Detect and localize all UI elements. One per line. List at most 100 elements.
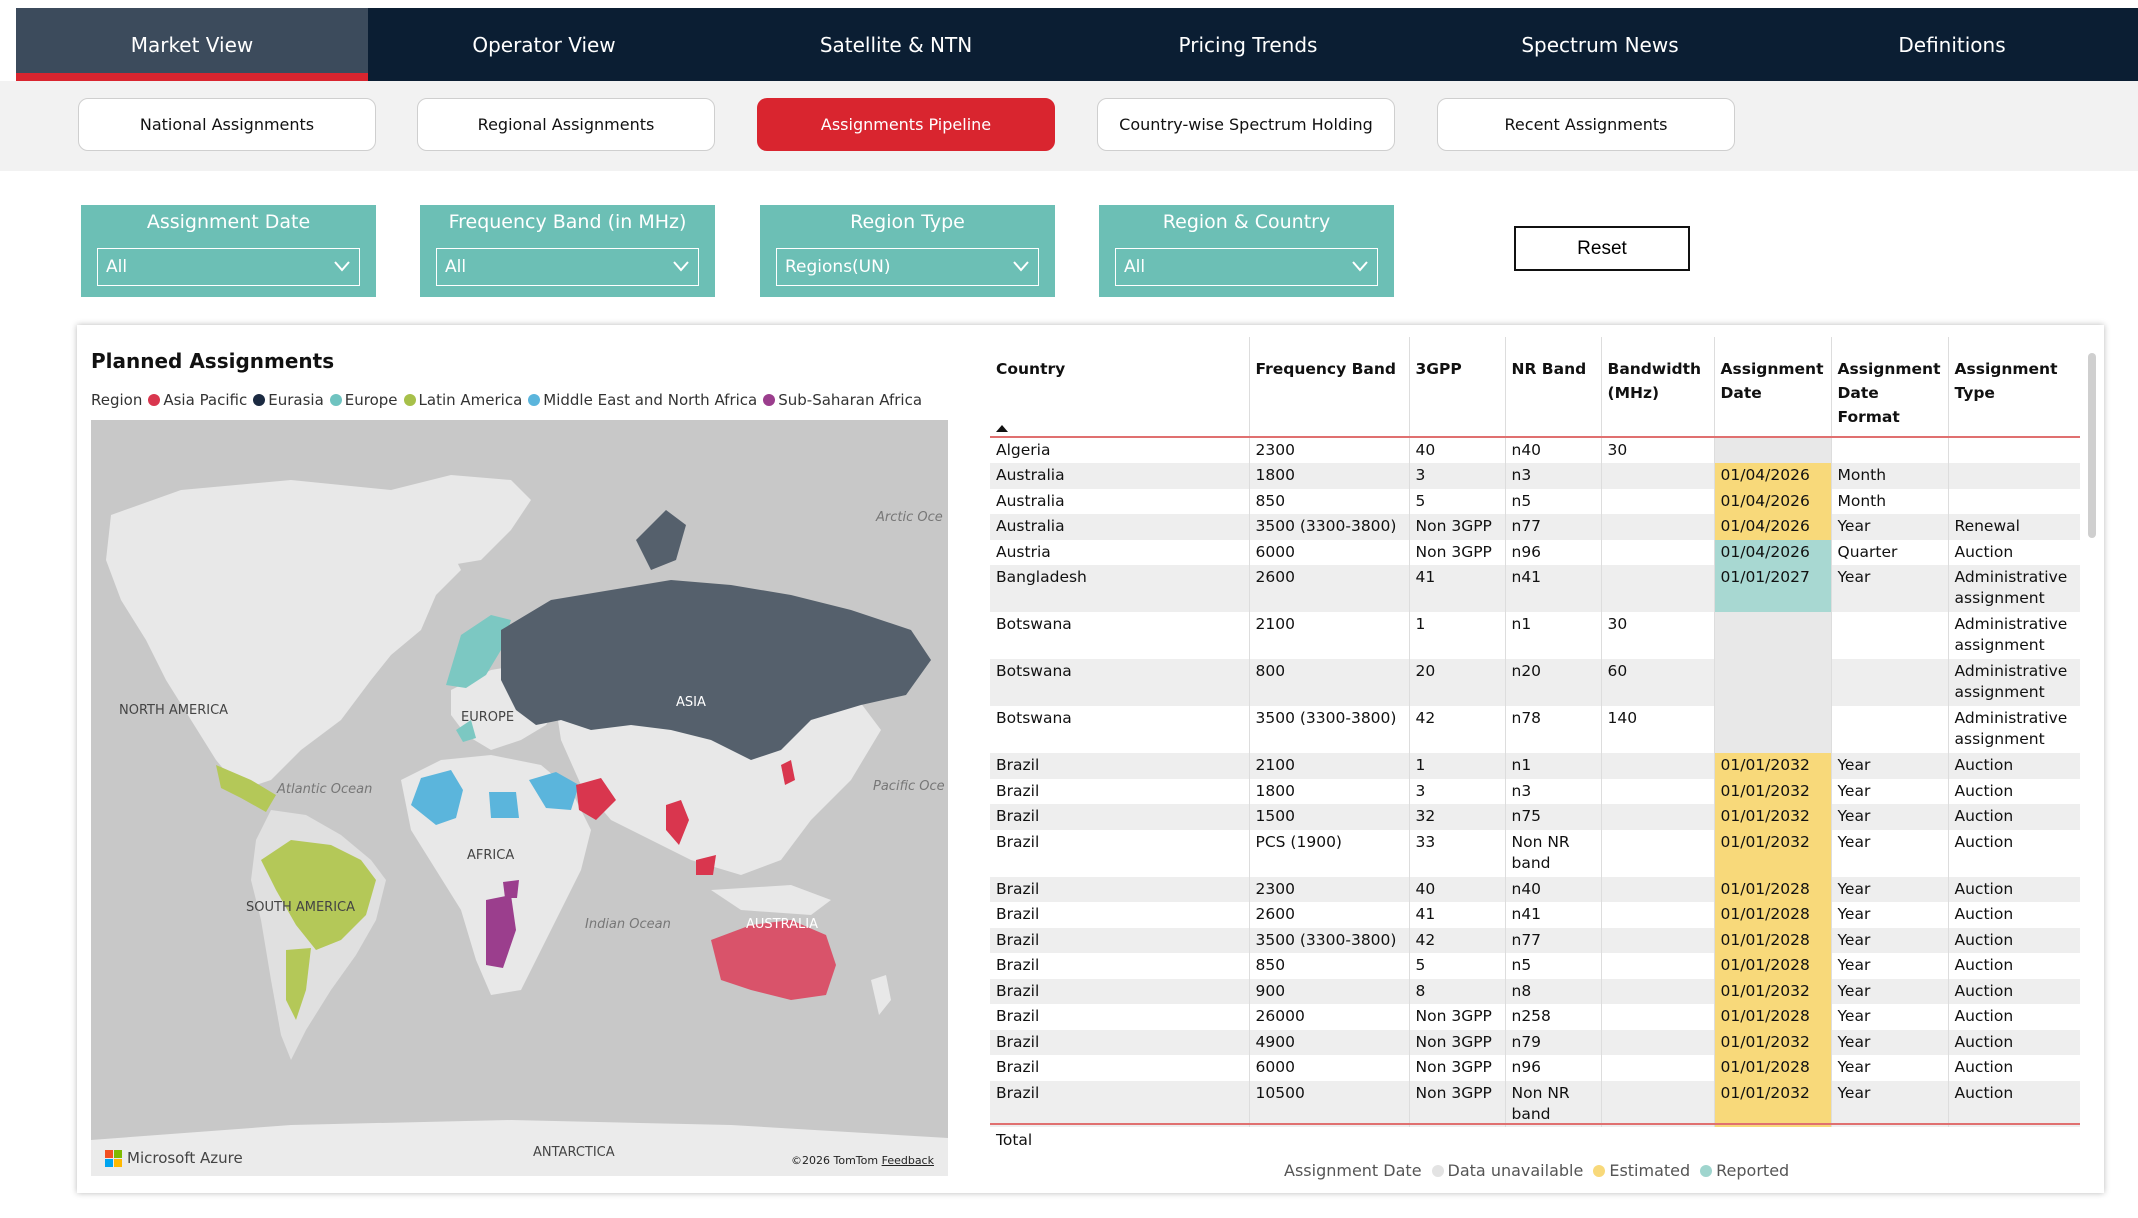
table-total-row: Total — [990, 1123, 2080, 1149]
cell-assignment-date: 01/01/2032 — [1714, 753, 1832, 779]
table-row[interactable]: Brazil 1500 32 n75 01/01/2032 Year Auction — [990, 804, 2080, 830]
legend-item-europe[interactable]: Europe — [329, 391, 398, 409]
column-header-assignment-date[interactable]: Assignment Date — [1714, 337, 1832, 437]
table-row[interactable]: Brazil 4900 Non 3GPP n79 01/01/2032 Year Aucti… — [990, 1029, 2080, 1055]
cell-nr-band: n77 — [1505, 927, 1602, 953]
column-header-bandwidth-mhz[interactable]: Bandwidth (MHz) — [1601, 337, 1715, 437]
table-row[interactable]: Brazil 10500 Non 3GPP Non NR band 01/01/2032… — [990, 1080, 2080, 1127]
cell-bandwidth — [1601, 539, 1715, 565]
subtab-regional-assignments[interactable]: Regional Assignments — [417, 98, 715, 151]
table-row[interactable]: Australia 3500 (3300-3800) Non 3GPP n77 01/0… — [990, 514, 2080, 540]
land-argentina — [286, 948, 311, 1020]
land-sub-saharan-2 — [503, 880, 519, 898]
nav-tab-satellite-ntn[interactable]: Satellite & NTN — [819, 32, 973, 57]
column-header-label: Assignment Type — [1954, 360, 2058, 402]
cell-bandwidth — [1601, 753, 1715, 779]
date-legend-label: Reported — [1716, 1161, 1790, 1180]
filter-dropdown-region-country[interactable]: All — [1115, 248, 1378, 286]
cell-country: Brazil — [990, 778, 1250, 804]
cell-frequency-band: 2300 — [1249, 437, 1410, 463]
subtab-assignments-pipeline[interactable]: Assignments Pipeline — [757, 98, 1055, 151]
legend-dot — [763, 394, 776, 406]
table-row[interactable]: Botswana 2100 1 n1 30 Administrative assignme… — [990, 612, 2080, 659]
world-map[interactable]: NORTH AMERICA SOUTH AMERICA EUROPE AFRIC… — [91, 420, 948, 1176]
cell-assignment-date: 01/01/2032 — [1714, 829, 1832, 877]
column-header-country[interactable]: Country — [990, 337, 1250, 437]
cell-3gpp: 41 — [1409, 902, 1506, 928]
table-row[interactable]: Austria 6000 Non 3GPP n96 01/04/2026 Quarter A… — [990, 539, 2080, 565]
legend-label: Sub-Saharan Africa — [778, 391, 923, 409]
table-row[interactable]: Brazil 2300 40 n40 01/01/2028 Year Auction — [990, 876, 2080, 902]
legend-label: Middle East and North Africa — [543, 391, 758, 409]
column-header-assignment-type[interactable]: Assignment Type — [1948, 337, 2080, 437]
cell-3gpp: 40 — [1409, 876, 1506, 902]
cell-country: Australia — [990, 514, 1250, 540]
filter-region-country: Region & Country All — [1099, 205, 1394, 297]
cell-assignment-type — [1948, 489, 2080, 515]
legend-item-middle-east-and-north-africa[interactable]: Middle East and North Africa — [528, 391, 757, 409]
column-header-3gpp[interactable]: 3GPP — [1409, 337, 1506, 437]
cell-3gpp: Non 3GPP — [1409, 1029, 1506, 1055]
cell-assignment-date: 01/01/2028 — [1714, 953, 1832, 979]
table-row[interactable]: Botswana 3500 (3300-3800) 42 n78 140 Administ… — [990, 706, 2080, 753]
land-algeria — [411, 770, 463, 825]
table-row[interactable]: Brazil 900 8 n8 01/01/2032 Year Auction — [990, 978, 2080, 1004]
subtab-recent-assignments[interactable]: Recent Assignments — [1437, 98, 1735, 151]
filter-dropdown-frequency-band-in-mhz[interactable]: All — [436, 248, 699, 286]
table-row[interactable]: Australia 1800 3 n3 01/04/2026 Month — [990, 463, 2080, 489]
legend-item-sub-saharan-africa[interactable]: Sub-Saharan Africa — [763, 391, 922, 409]
cell-nr-band: n5 — [1505, 488, 1602, 514]
legend-item-asia-pacific[interactable]: Asia Pacific — [148, 391, 247, 409]
subtab-national-assignments[interactable]: National Assignments — [78, 98, 376, 151]
cell-nr-band: Non NR band — [1505, 1080, 1602, 1127]
land-se-asia — [696, 855, 716, 875]
filter-dropdown-assignment-date[interactable]: All — [97, 248, 360, 286]
cell-3gpp: 20 — [1409, 659, 1506, 706]
label-atlantic-ocean: Atlantic Ocean — [277, 782, 373, 797]
column-header-label: Country — [996, 360, 1066, 378]
table-row[interactable]: Brazil 1800 3 n3 01/01/2032 Year Auction — [990, 778, 2080, 804]
filter-dropdown-region-type[interactable]: Regions(UN) — [776, 248, 1039, 286]
cell-bandwidth: 30 — [1601, 612, 1715, 659]
legend-item-latin-america[interactable]: Latin America — [403, 391, 523, 409]
nav-tab-operator-view[interactable]: Operator View — [472, 32, 616, 57]
cell-frequency-band: 850 — [1249, 953, 1410, 979]
nav-tab-definitions[interactable]: Definitions — [1898, 32, 2006, 57]
table-row[interactable]: Bangladesh 2600 41 n41 01/01/2027 Year Adminis… — [990, 565, 2080, 612]
cell-assignment-date-format — [1831, 659, 1949, 706]
table-row[interactable]: Australia 850 5 n5 01/04/2026 Month — [990, 488, 2080, 515]
table-row[interactable]: Brazil 850 5 n5 01/01/2028 Year Auction — [990, 953, 2080, 979]
table-row[interactable]: Brazil 6000 Non 3GPP n96 01/01/2028 Year Aucti… — [990, 1055, 2080, 1081]
nav-tab-pricing-trends[interactable]: Pricing Trends — [1178, 32, 1318, 57]
assignments-table-container[interactable]: Country Frequency Band 3GPP NR Band Bandwidt… — [990, 337, 2080, 1137]
label-north-america: NORTH AMERICA — [119, 703, 229, 718]
legend-label: Latin America — [418, 391, 523, 409]
column-header-assignment-date-format[interactable]: Assignment Date Format — [1831, 337, 1949, 437]
table-row[interactable]: Botswana 800 20 n20 60 Administrative assignm… — [990, 659, 2080, 706]
table-row[interactable]: Brazil 26000 Non 3GPP n258 01/01/2028 Year Auc… — [990, 1004, 2080, 1030]
table-row[interactable]: Brazil 2600 41 n41 01/01/2028 Year Auction — [990, 902, 2080, 928]
cell-assignment-date-format: Month — [1831, 463, 1949, 489]
nav-tab-market-view[interactable]: Market View — [16, 8, 368, 81]
map-title: Planned Assignments — [91, 349, 335, 373]
cell-assignment-date — [1714, 437, 1832, 463]
table-row[interactable]: Brazil 3500 (3300-3800) 42 n77 01/01/2028 Yea… — [990, 927, 2080, 953]
table-scrollbar[interactable] — [2088, 353, 2096, 538]
cell-frequency-band: 850 — [1249, 488, 1410, 514]
legend-item-eurasia[interactable]: Eurasia — [253, 391, 324, 409]
table-row[interactable]: Algeria 2300 40 n40 30 — [990, 437, 2080, 463]
reset-button[interactable]: Reset — [1514, 226, 1690, 271]
label-indian-ocean: Indian Ocean — [585, 917, 671, 932]
table-row[interactable]: Brazil PCS (1900) 33 Non NR band 01/01/2032 Y… — [990, 829, 2080, 877]
cell-assignment-type: Auction — [1948, 753, 2080, 779]
table-row[interactable]: Brazil 2100 1 n1 01/01/2032 Year Auction — [990, 753, 2080, 779]
feedback-link[interactable]: Feedback — [881, 1154, 934, 1167]
cell-assignment-date-format: Year — [1831, 953, 1949, 979]
assignments-table: Country Frequency Band 3GPP NR Band Bandwidt… — [990, 337, 2080, 1127]
sort-ascending-icon[interactable] — [996, 425, 1008, 432]
column-header-frequency-band[interactable]: Frequency Band — [1249, 337, 1410, 437]
subtab-country-wise-spectrum-holding[interactable]: Country-wise Spectrum Holding — [1097, 98, 1395, 151]
column-header-nr-band[interactable]: NR Band — [1505, 337, 1602, 437]
filter-value: All — [445, 257, 467, 277]
nav-tab-spectrum-news[interactable]: Spectrum News — [1521, 32, 1679, 57]
